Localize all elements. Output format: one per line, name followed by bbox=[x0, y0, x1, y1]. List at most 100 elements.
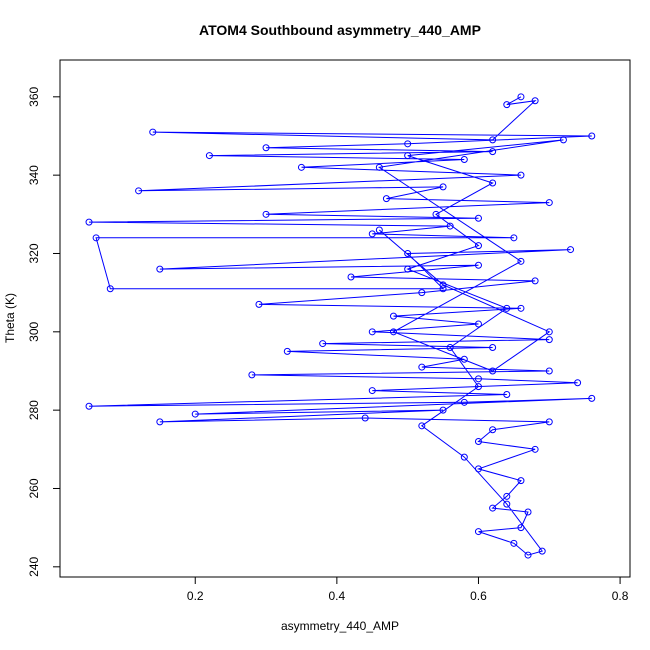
y-tick-label: 240 bbox=[27, 556, 41, 576]
x-tick-label: 0.2 bbox=[187, 589, 204, 603]
y-tick-label: 260 bbox=[27, 478, 41, 498]
data-point bbox=[517, 304, 525, 312]
data-point bbox=[545, 328, 553, 336]
data-point bbox=[319, 340, 327, 348]
data-point bbox=[474, 320, 482, 328]
data-point bbox=[262, 210, 270, 218]
data-point bbox=[545, 199, 553, 207]
data-point bbox=[503, 390, 511, 398]
data-point bbox=[418, 289, 426, 297]
data-point bbox=[368, 230, 376, 238]
data-point bbox=[297, 163, 305, 171]
plot-frame bbox=[59, 59, 631, 578]
y-axis-label: Theta (K) bbox=[3, 293, 17, 343]
data-point bbox=[361, 414, 369, 422]
y-tick-label: 300 bbox=[27, 321, 41, 341]
data-point bbox=[489, 426, 497, 434]
data-point bbox=[559, 136, 567, 144]
data-point bbox=[439, 285, 447, 293]
data-point bbox=[588, 394, 596, 402]
data-point bbox=[510, 234, 518, 242]
data-point bbox=[439, 281, 447, 289]
x-tick-label: 0.4 bbox=[329, 589, 346, 603]
data-point bbox=[545, 418, 553, 426]
data-point bbox=[545, 336, 553, 344]
y-tick-label: 320 bbox=[27, 243, 41, 263]
data-point bbox=[446, 222, 454, 230]
chart-title: ATOM4 Southbound asymmetry_440_AMP bbox=[199, 22, 481, 38]
data-point bbox=[262, 144, 270, 152]
x-tick-label: 0.8 bbox=[612, 589, 629, 603]
data-point bbox=[390, 312, 398, 320]
data-point bbox=[524, 551, 532, 559]
data-point bbox=[205, 152, 213, 160]
data-point bbox=[191, 410, 199, 418]
data-point bbox=[538, 547, 546, 555]
data-point bbox=[375, 226, 383, 234]
data-point bbox=[517, 171, 525, 179]
y-tick-label: 340 bbox=[27, 165, 41, 185]
data-point bbox=[347, 273, 355, 281]
data-point bbox=[474, 465, 482, 473]
data-point bbox=[248, 371, 256, 379]
data-point bbox=[439, 406, 447, 414]
data-point bbox=[489, 148, 497, 156]
data-point bbox=[489, 179, 497, 187]
data-point bbox=[460, 355, 468, 363]
data-point bbox=[503, 500, 511, 508]
data-point bbox=[85, 402, 93, 410]
data-point bbox=[418, 422, 426, 430]
data-point bbox=[531, 277, 539, 285]
data-point bbox=[375, 163, 383, 171]
data-point bbox=[439, 183, 447, 191]
data-point bbox=[418, 363, 426, 371]
data-point bbox=[460, 453, 468, 461]
data-point bbox=[517, 524, 525, 532]
data-point bbox=[474, 528, 482, 536]
data-point bbox=[446, 343, 454, 351]
data-point bbox=[503, 101, 511, 109]
data-point bbox=[404, 249, 412, 257]
data-point bbox=[432, 210, 440, 218]
data-point bbox=[460, 398, 468, 406]
data-point bbox=[474, 383, 482, 391]
data-point bbox=[489, 504, 497, 512]
data-line bbox=[88, 96, 592, 556]
data-point bbox=[503, 492, 511, 500]
data-point bbox=[156, 265, 164, 273]
data-point bbox=[368, 328, 376, 336]
data-point bbox=[368, 387, 376, 395]
data-point bbox=[517, 477, 525, 485]
data-point bbox=[588, 132, 596, 140]
data-point bbox=[92, 234, 100, 242]
data-point bbox=[283, 347, 291, 355]
data-point bbox=[567, 246, 575, 254]
data-point bbox=[382, 195, 390, 203]
data-point bbox=[135, 187, 143, 195]
data-point bbox=[404, 140, 412, 148]
data-point bbox=[149, 128, 157, 136]
data-point bbox=[524, 508, 532, 516]
data-point bbox=[510, 539, 518, 547]
data-point bbox=[390, 328, 398, 336]
data-point bbox=[106, 285, 114, 293]
data-point bbox=[574, 379, 582, 387]
data-point bbox=[474, 261, 482, 269]
data-point bbox=[474, 242, 482, 250]
x-tick-label: 0.6 bbox=[470, 589, 487, 603]
data-point bbox=[474, 437, 482, 445]
data-point bbox=[517, 257, 525, 265]
data-point bbox=[545, 367, 553, 375]
data-point bbox=[531, 97, 539, 105]
y-tick-label: 360 bbox=[27, 86, 41, 106]
data-point bbox=[404, 152, 412, 160]
data-point bbox=[489, 367, 497, 375]
data-point bbox=[517, 93, 525, 101]
data-point bbox=[85, 218, 93, 226]
data-point bbox=[489, 343, 497, 351]
data-point bbox=[503, 304, 511, 312]
data-point bbox=[474, 375, 482, 383]
data-point bbox=[460, 155, 468, 163]
y-tick-label: 280 bbox=[27, 400, 41, 420]
